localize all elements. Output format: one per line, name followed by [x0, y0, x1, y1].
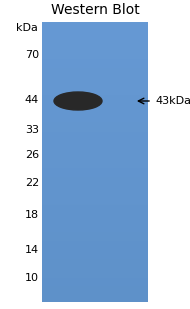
- Text: Western Blot: Western Blot: [51, 3, 139, 17]
- Text: 14: 14: [25, 245, 39, 255]
- Text: 33: 33: [25, 125, 39, 135]
- Text: kDa: kDa: [16, 23, 38, 33]
- Text: 26: 26: [25, 150, 39, 160]
- Text: 44: 44: [25, 95, 39, 105]
- Ellipse shape: [54, 92, 102, 110]
- Text: 22: 22: [25, 178, 39, 188]
- Text: 18: 18: [25, 210, 39, 220]
- Text: 70: 70: [25, 50, 39, 60]
- Text: 10: 10: [25, 273, 39, 283]
- Text: 43kDa: 43kDa: [155, 96, 190, 106]
